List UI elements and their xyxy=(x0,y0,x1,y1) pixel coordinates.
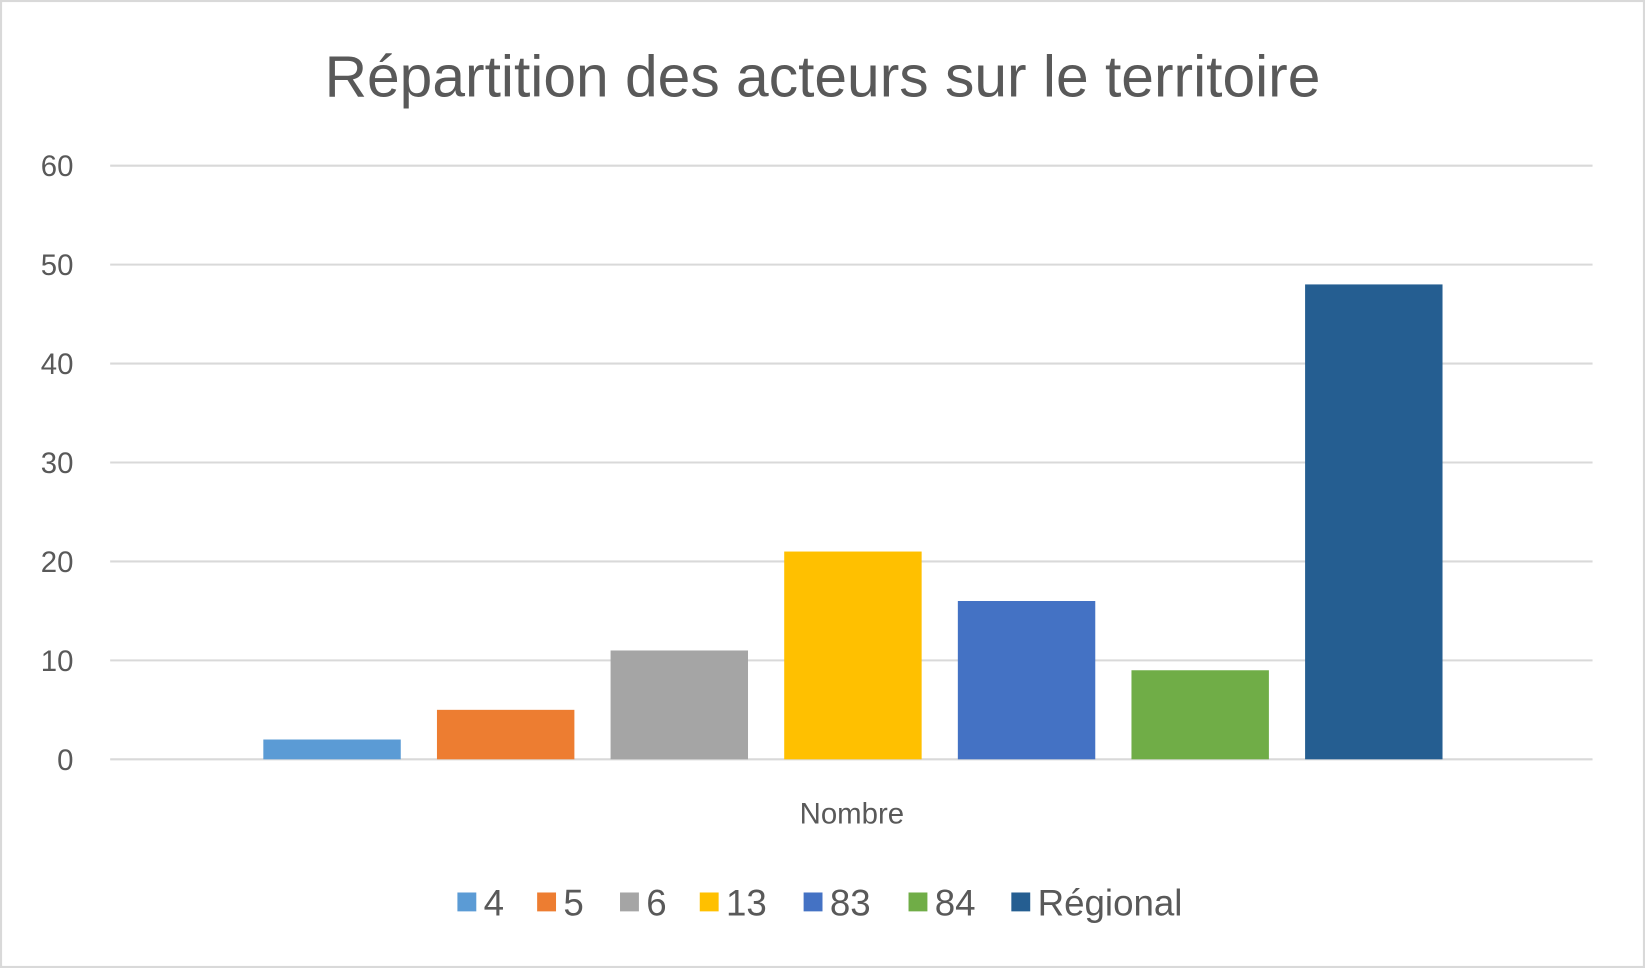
y-tick-label: 20 xyxy=(41,546,74,579)
legend-label: 13 xyxy=(726,883,767,924)
chart-title: Répartition des acteurs sur le territoir… xyxy=(325,44,1321,109)
bar-5 xyxy=(436,709,575,760)
bar-13 xyxy=(784,551,922,760)
y-tick-label: 30 xyxy=(41,447,74,480)
bar-83 xyxy=(957,601,1096,760)
bar-6 xyxy=(610,650,749,760)
legend-label: 84 xyxy=(935,883,976,924)
legend-label: 4 xyxy=(484,883,504,924)
y-tick-label: 60 xyxy=(41,150,74,183)
bar-84 xyxy=(1131,670,1269,760)
legend-swatch xyxy=(908,892,928,912)
y-tick-label: 50 xyxy=(41,249,74,282)
bar-4 xyxy=(263,739,401,760)
legend-label: Régional xyxy=(1038,883,1183,924)
legend-label: 83 xyxy=(830,883,871,924)
y-tick-label: 10 xyxy=(41,645,74,678)
legend-swatch xyxy=(537,892,557,912)
legend-swatch xyxy=(699,892,719,912)
legend-swatch xyxy=(457,892,477,912)
legend-swatch xyxy=(1011,892,1031,912)
y-tick-label: 0 xyxy=(57,744,73,777)
y-tick-label: 40 xyxy=(41,348,74,381)
legend-swatch xyxy=(803,892,823,912)
legend-label: 6 xyxy=(646,883,666,924)
category-label: Nombre xyxy=(800,797,904,830)
legend-label: 5 xyxy=(563,883,583,924)
legend-swatch xyxy=(620,892,639,912)
bar-Régional xyxy=(1305,284,1443,760)
